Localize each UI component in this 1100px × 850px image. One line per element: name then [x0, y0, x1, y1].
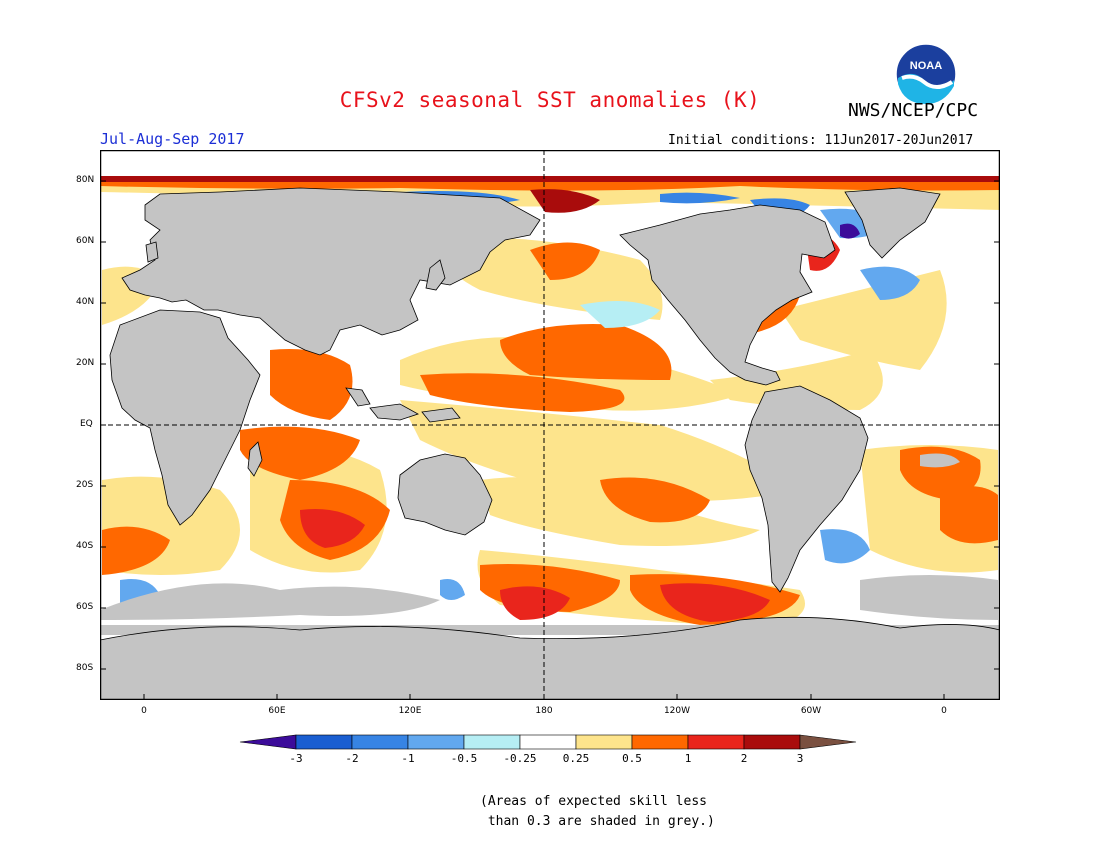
lon-label: 60E: [268, 706, 286, 716]
north-america-landmass: [619, 204, 836, 386]
colorbar-tick-label: 0.25: [562, 752, 590, 765]
japan-islands: [425, 259, 446, 291]
australia-landmass: [397, 453, 493, 536]
colorbar-tick-label: -0.25: [503, 752, 537, 765]
lat-label: EQ: [80, 419, 93, 429]
uk-island: [145, 241, 159, 263]
very-warm-anomaly-layer: [100, 176, 1000, 622]
lon-label: 120E: [398, 706, 422, 716]
lon-label: 180: [535, 706, 553, 716]
chart-title: CFSv2 seasonal SST anomalies (K): [339, 88, 761, 112]
skill-note-line: (Areas of expected skill less: [480, 794, 707, 809]
lon-label: 0: [941, 706, 947, 716]
colorbar-cells: [239, 734, 857, 750]
skill-note: (Areas of expected skill less than 0.3 a…: [480, 792, 715, 832]
land-layer: [100, 187, 1000, 700]
lon-label: 0: [141, 706, 147, 716]
map-frame: [100, 150, 1000, 700]
colorbar-tick-label: -2: [345, 752, 359, 765]
madagascar-island: [247, 441, 263, 477]
colorbar-cell: [239, 734, 297, 750]
antarctica-landmass: [100, 616, 1000, 700]
colorbar-tick-label: 0.5: [622, 752, 642, 765]
lon-label: 60W: [800, 706, 822, 716]
lat-label: 60S: [76, 602, 94, 612]
colorbar-tick-label: -3: [289, 752, 303, 765]
colorbar-cell: [351, 734, 409, 750]
colorbar-cell: [295, 734, 353, 750]
lat-label: 20S: [76, 480, 94, 490]
lon-label: 120W: [663, 706, 691, 716]
colorbar-tick-label: 1: [684, 752, 692, 765]
colorbar-tick-label: -0.5: [450, 752, 478, 765]
colorbar-tick-label: 3: [796, 752, 804, 765]
colorbar-cell: [799, 734, 857, 750]
south-america-landmass: [744, 385, 869, 593]
africa-landmass: [109, 309, 261, 526]
period-label: Jul-Aug-Sep 2017: [100, 130, 245, 148]
colorbar-tick-label: 2: [740, 752, 748, 765]
greenland-landmass: [844, 187, 941, 259]
skill-note-line: than 0.3 are shaded in grey.): [480, 814, 715, 829]
organization-label: NWS/NCEP/CPC: [848, 100, 979, 121]
logo-text: NOAA: [910, 60, 942, 72]
colorbar-cell: [687, 734, 745, 750]
lat-label: 40N: [76, 297, 95, 307]
colorbar-tick-label: -1: [401, 752, 415, 765]
indonesia-islands: [345, 387, 461, 423]
initial-conditions-label: Initial conditions: 11Jun2017-20Jun2017: [668, 133, 974, 148]
lat-label: 40S: [76, 541, 94, 551]
lat-label: 20N: [76, 358, 95, 368]
colorbar-cell: [407, 734, 465, 750]
colorbar-cell: [631, 734, 689, 750]
colorbar: [239, 734, 857, 750]
sst-anomaly-map: [100, 150, 1000, 700]
colorbar-cell: [463, 734, 521, 750]
lat-label: 80S: [76, 663, 94, 673]
colorbar-cell: [575, 734, 633, 750]
lat-label: 60N: [76, 236, 95, 246]
colorbar-cell: [519, 734, 577, 750]
lat-label: 80N: [76, 175, 95, 185]
colorbar-cell: [743, 734, 801, 750]
eurasia-landmass: [121, 187, 541, 356]
noaa-logo: NOAA: [895, 43, 957, 105]
